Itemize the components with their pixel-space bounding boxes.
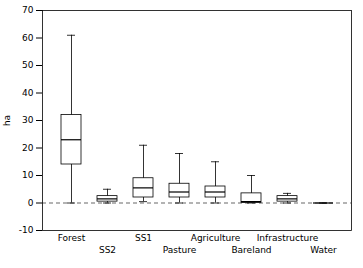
svg-text:60: 60 [22,33,34,43]
svg-text:Agriculture: Agriculture [191,233,241,243]
svg-text:-10: -10 [19,225,34,235]
svg-text:Pasture: Pasture [163,245,197,255]
svg-text:Bareland: Bareland [231,245,271,255]
svg-text:20: 20 [22,143,34,153]
svg-text:40: 40 [22,88,34,98]
svg-text:0: 0 [28,198,34,208]
svg-text:Infrastructure: Infrastructure [257,233,319,243]
svg-text:SS1: SS1 [135,233,152,243]
svg-text:30: 30 [22,115,34,125]
svg-text:Water: Water [310,245,337,255]
svg-text:ha: ha [2,115,12,126]
svg-text:50: 50 [22,60,34,70]
svg-text:SS2: SS2 [99,245,116,255]
svg-text:Forest: Forest [58,233,86,243]
svg-text:70: 70 [22,5,34,15]
svg-text:10: 10 [22,170,34,180]
